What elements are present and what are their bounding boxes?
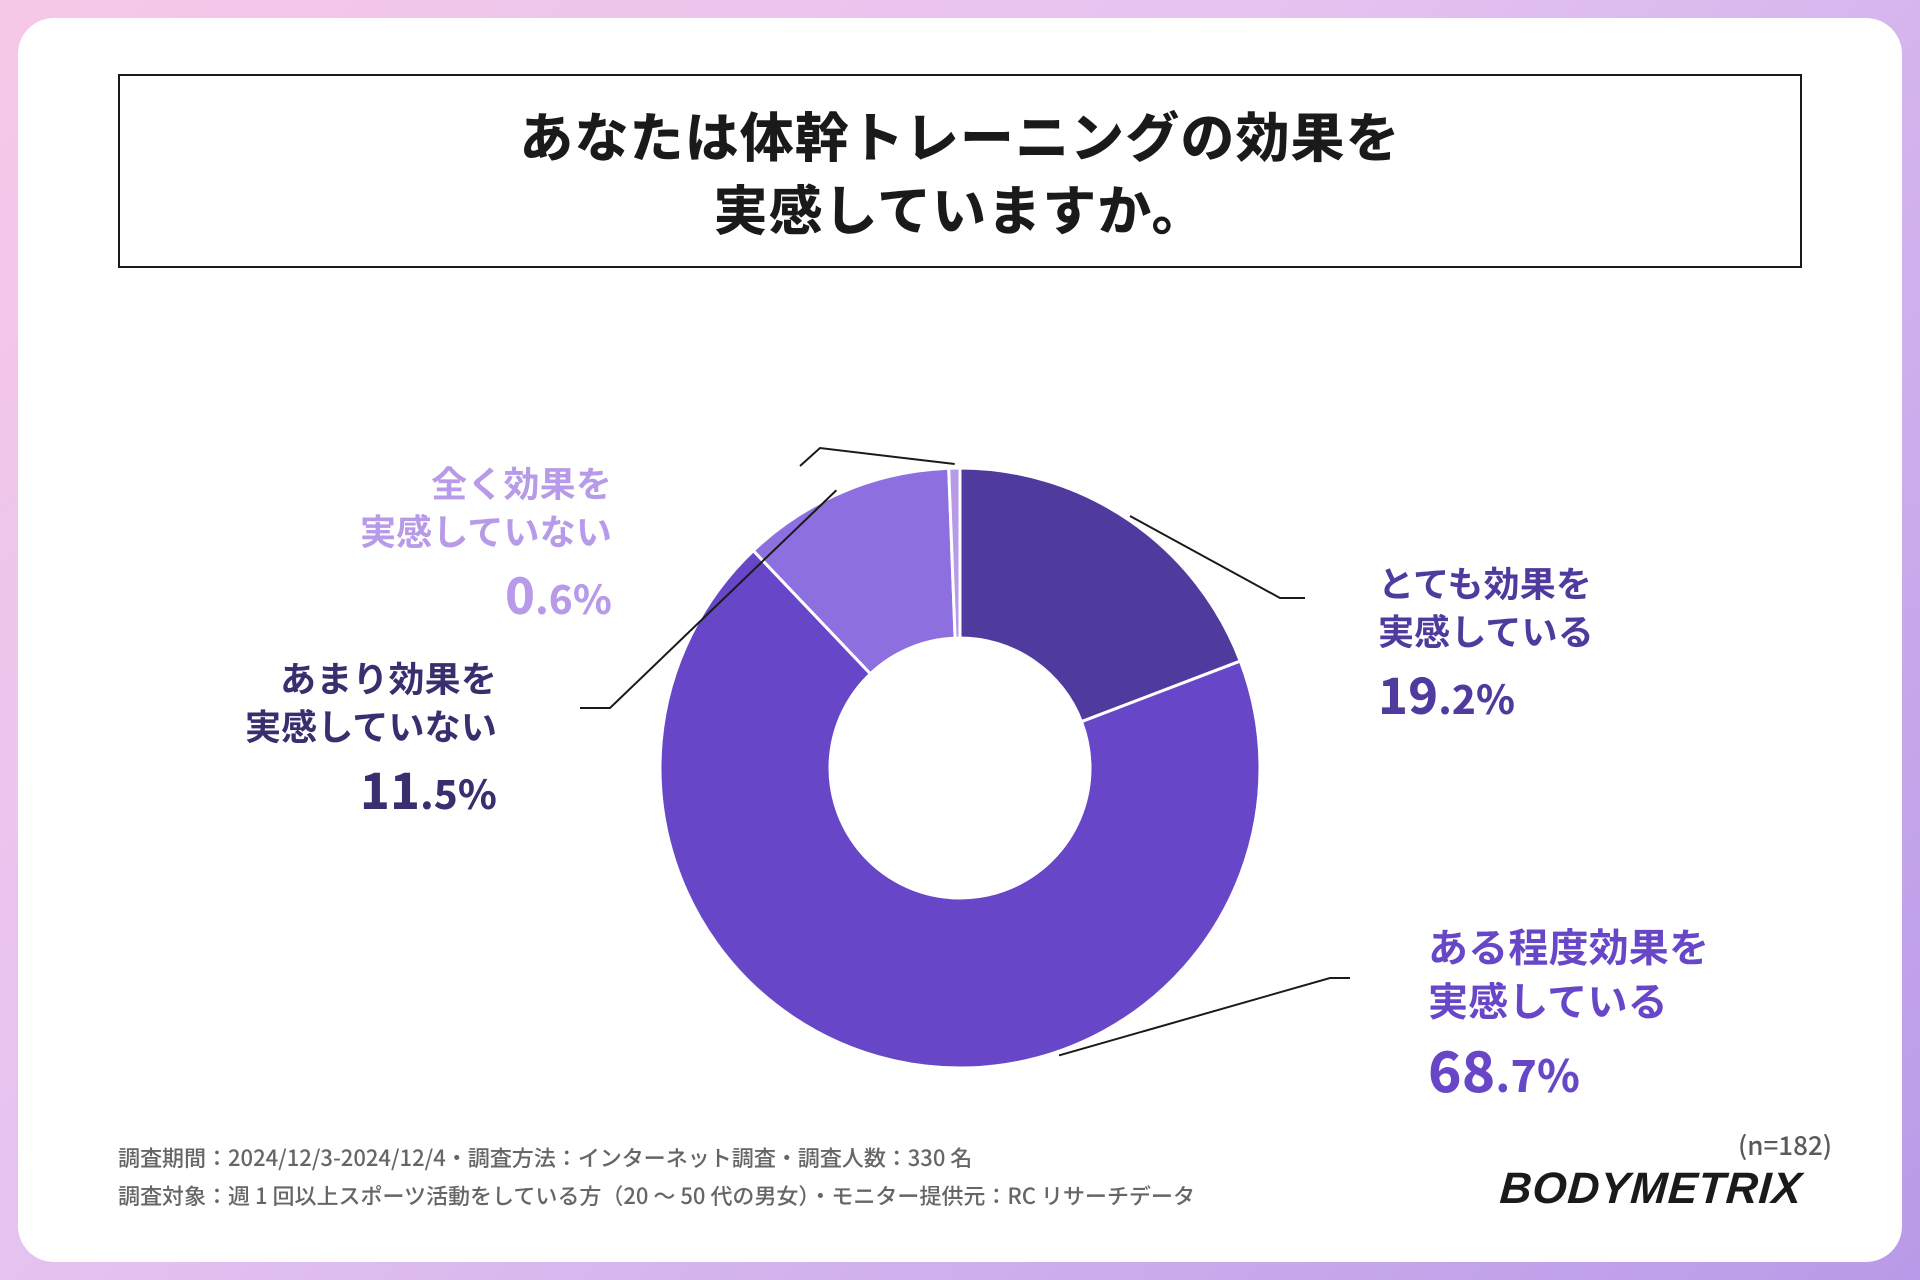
callout-label-line: 全く効果を [360, 458, 612, 507]
gradient-frame: あなたは体幹トレーニングの効果を 実感していますか。 とても効果を実感している1… [0, 0, 1920, 1280]
title-line-1: あなたは体幹トレーニングの効果を [160, 98, 1760, 171]
callout-not_very_effective: あまり効果を実感していない11.5% [245, 653, 497, 824]
callout-label-line: あまり効果を [245, 653, 497, 702]
callout-label-line: とても効果を [1378, 558, 1594, 607]
footer: 調査期間：2024/12/3-2024/12/4・調査方法：インターネット調査・… [118, 1139, 1802, 1214]
callout-not_effective_at_all: 全く効果を実感していない0.6% [360, 458, 612, 629]
callout-label-line: ある程度効果を [1428, 918, 1709, 972]
callout-label-line: 実感していない [360, 506, 612, 555]
title-line-2: 実感していますか。 [160, 171, 1760, 244]
callout-percent: 11.5% [245, 752, 497, 824]
donut-chart: とても効果を実感している19.2%ある程度効果を実感している68.7%あまり効果… [118, 298, 1802, 1178]
survey-meta-line-1: 調査期間：2024/12/3-2024/12/4・調査方法：インターネット調査・… [118, 1139, 1195, 1176]
callout-label-line: 実感していない [245, 701, 497, 750]
callout-percent: 19.2% [1378, 657, 1594, 729]
title-box: あなたは体幹トレーニングの効果を 実感していますか。 [118, 74, 1802, 268]
callout-very_effective: とても効果を実感している19.2% [1378, 558, 1594, 729]
callout-label-line: 実感している [1428, 972, 1709, 1026]
survey-meta-line-2: 調査対象：週 1 回以上スポーツ活動をしている方（20 ～ 50 代の男女）・モ… [118, 1177, 1195, 1214]
card: あなたは体幹トレーニングの効果を 実感していますか。 とても効果を実感している1… [18, 18, 1902, 1262]
leader-not_effective_at_all [800, 448, 955, 466]
callout-label-line: 実感している [1378, 606, 1594, 655]
callout-percent: 68.7% [1428, 1028, 1709, 1109]
survey-meta: 調査期間：2024/12/3-2024/12/4・調査方法：インターネット調査・… [118, 1139, 1195, 1214]
brand-logo: BODYMETRIX [1498, 1164, 1804, 1214]
callout-percent: 0.6% [360, 557, 612, 629]
callout-somewhat_effective: ある程度効果を実感している68.7% [1428, 918, 1709, 1109]
